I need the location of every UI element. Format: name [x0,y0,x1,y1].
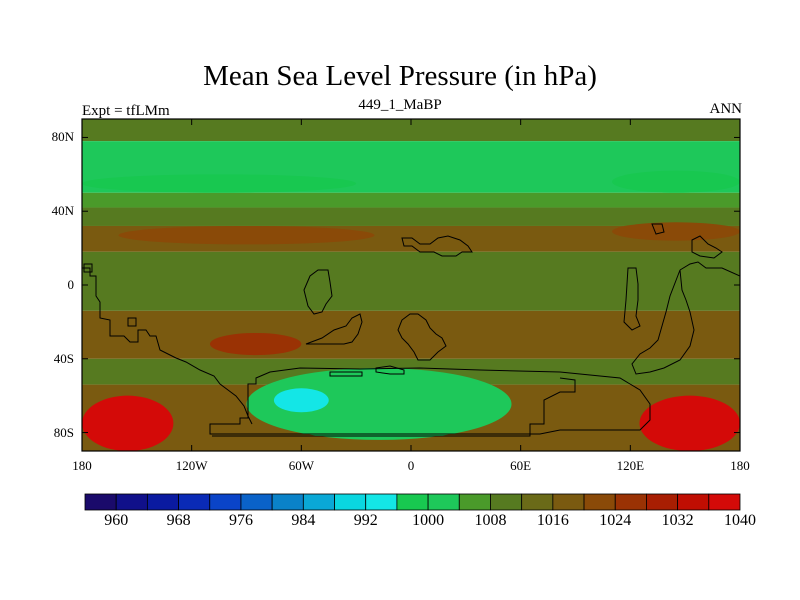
pressure-feature-high-north-pacific [118,225,375,245]
colorbar-label: 1000 [412,512,445,529]
island-coast-3 [127,317,137,327]
indonesia-coast [691,235,723,259]
lon-label: 120W [175,458,208,473]
colorbar-swatch [583,493,616,511]
pressure-feature-north-low-east [612,170,740,193]
lat-label: 40N [51,203,74,219]
colorbar-label: 976 [228,512,253,529]
pressure-feature-antarctic-low-core [273,388,329,413]
lat-label: 80N [51,129,74,145]
contour-fill [82,119,740,451]
central-america-coast [303,269,333,315]
coastlines [82,223,740,437]
asia-east-coast [623,267,641,331]
colorbar [84,493,741,511]
period-label: ANN [709,101,743,117]
pressure-band-0 [82,119,740,142]
lon-label: 180 [730,458,750,473]
colorbar-swatch [302,493,335,511]
lon-label: 60E [510,458,532,473]
colorbar-swatch [115,493,148,511]
colorbar-swatch [334,493,367,511]
pressure-band-3 [82,207,740,226]
antarctica-coast [209,367,651,435]
colorbar-label: 968 [166,512,191,529]
colorbar-swatch [146,493,179,511]
pressure-feature-north-low-west [82,174,357,193]
colorbar-swatch [490,493,523,511]
colorbar-swatch [365,493,398,511]
colorbar-label: 1040 [724,512,756,529]
pressure-feature-high-north-east [612,222,740,241]
lon-label: 0 [407,458,415,473]
map-title: Mean Sea Level Pressure (in hPa) [203,60,597,92]
pacific-island-coast [83,263,93,273]
colorbar-swatch [271,493,304,511]
australia-coast [631,261,740,375]
colorbar-swatch [708,493,741,511]
colorbar-label: 1032 [661,512,694,529]
colorbar-swatch [396,493,429,511]
south-america-coast [305,313,363,345]
colorbar-swatch [614,493,647,511]
case-label: 449_1_MaBP [358,97,442,113]
pressure-feature-antarctic-low [246,368,512,440]
experiment-label: Expt = tfLMm [82,103,170,119]
colorbar-label: 984 [291,512,316,529]
antarctica-coast-inner [212,377,576,437]
pressure-feature-high-southeast [639,395,740,451]
eurasia-coast [401,235,473,257]
colorbar-swatch [458,493,491,511]
colorbar-swatch [84,493,117,511]
lat-label: 0 [67,277,75,292]
colorbar-swatch [178,493,211,511]
colorbar-swatch [646,493,679,511]
colorbar-swatch [552,493,585,511]
africa-coast [397,313,447,361]
lat-label: 80S [53,424,74,440]
colorbar-label: 992 [353,512,378,529]
pressure-feature-high-southwest [82,395,174,451]
pressure-band-5 [82,251,740,311]
colorbar-swatch [209,493,242,511]
pressure-feature-high-south-pacific [209,332,302,356]
colorbar-swatch [427,493,460,511]
lon-label: 180 [72,458,92,473]
pressure-band-6 [82,310,740,359]
island-coast-2 [375,365,405,375]
colorbar-label: 1024 [599,512,632,529]
colorbar-label: 1016 [536,512,569,529]
colorbar-label: 1008 [474,512,507,529]
colorbar-swatch [677,493,710,511]
colorbar-label: 960 [104,512,129,529]
colorbar-swatch [521,493,554,511]
pressure-band-2 [82,192,740,208]
lon-label: 60W [288,458,314,473]
colorbar-swatch [240,493,273,511]
island-coast [329,371,363,377]
lon-label: 120E [616,458,645,473]
japan-coast [651,223,665,235]
north-america-coast [82,267,253,425]
lat-label: 40S [53,350,74,366]
